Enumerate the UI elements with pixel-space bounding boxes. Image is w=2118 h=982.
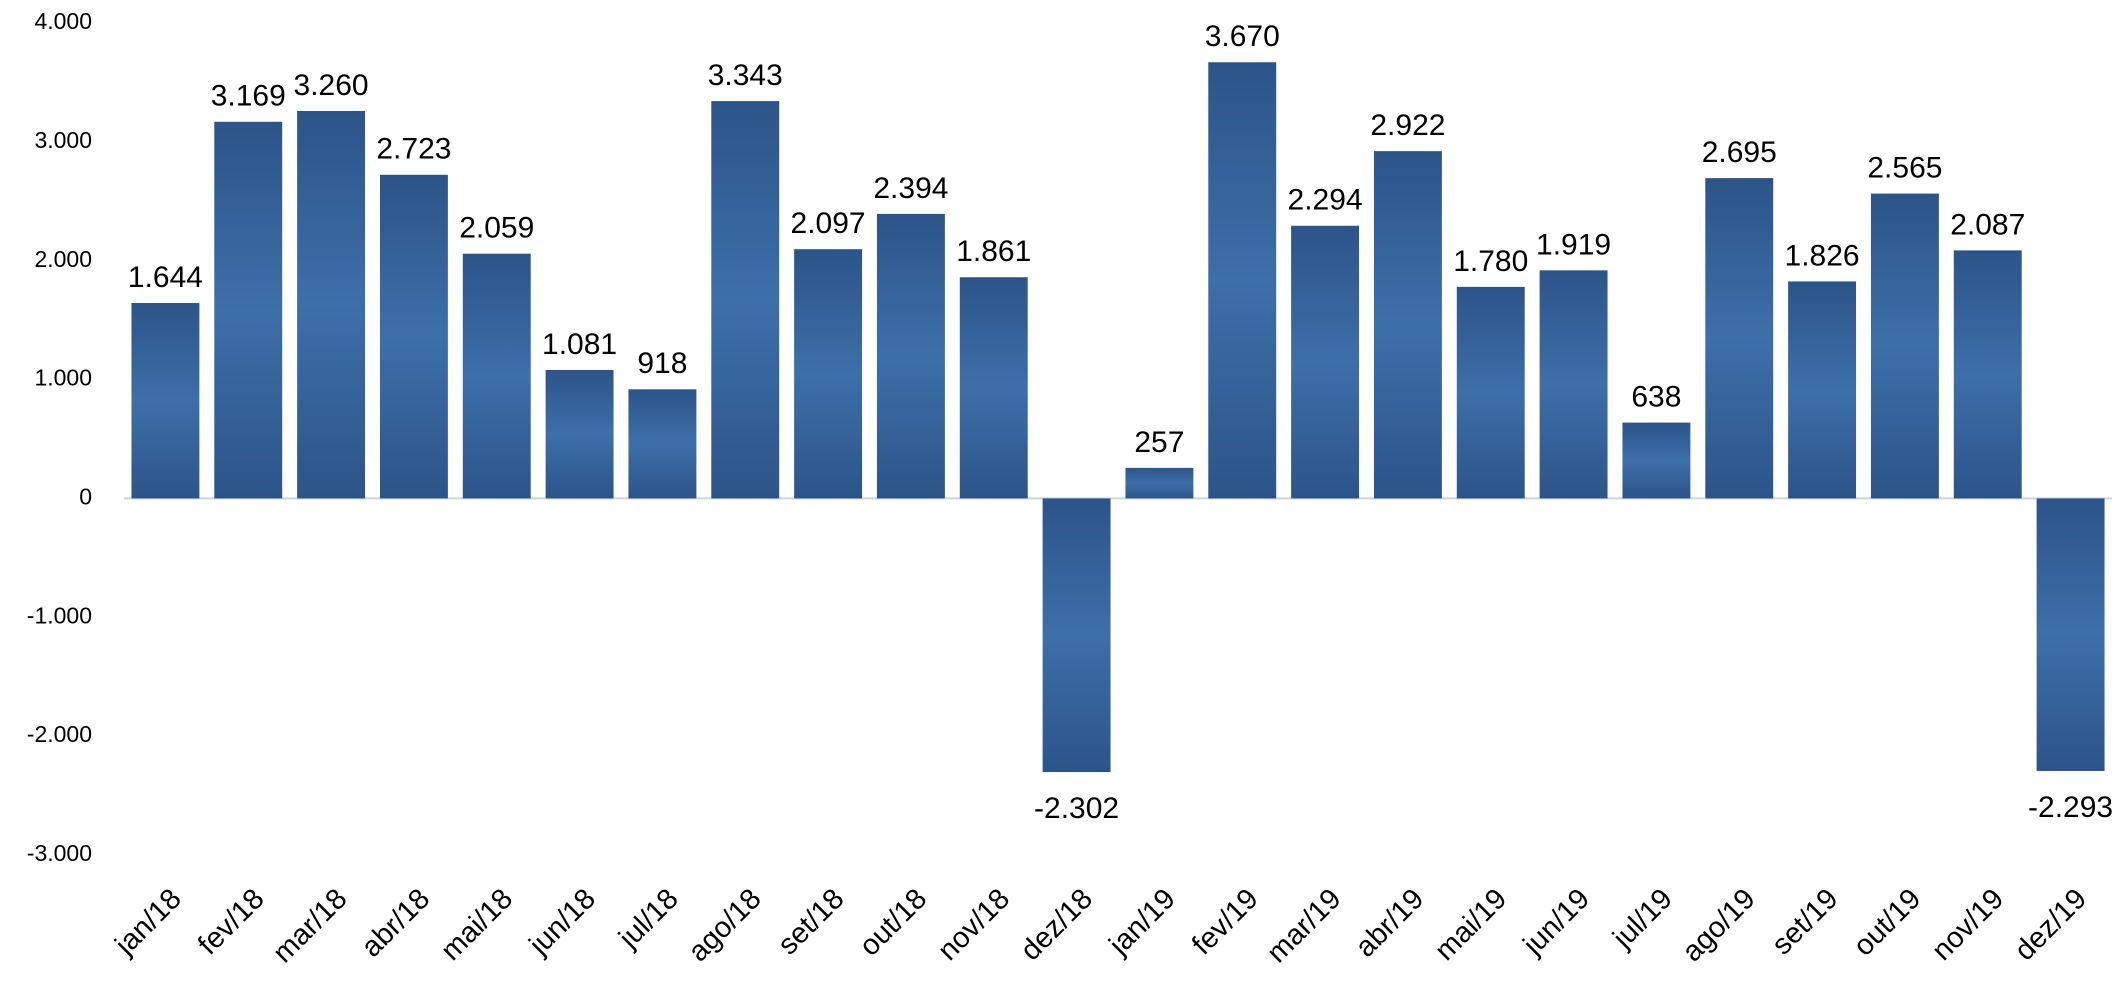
value-label: 3.169 xyxy=(211,80,286,113)
x-tick-label: mai/19 xyxy=(1429,883,1513,967)
bar xyxy=(2037,498,2105,771)
value-label: 918 xyxy=(637,347,687,380)
bar xyxy=(1871,194,1939,499)
bar xyxy=(877,214,945,499)
value-label: 2.087 xyxy=(1950,208,2025,241)
value-label: 2.922 xyxy=(1370,109,1445,142)
value-label: 2.059 xyxy=(459,212,534,245)
value-label: 1.861 xyxy=(956,235,1031,268)
value-label: 1.826 xyxy=(1785,239,1860,272)
value-label: -2.293 xyxy=(2028,791,2113,824)
x-tick-label: set/18 xyxy=(772,883,850,961)
x-tick-label: out/19 xyxy=(1848,883,1928,963)
value-label: 3.343 xyxy=(708,59,783,92)
bar xyxy=(380,175,448,499)
x-tick-label: nov/19 xyxy=(1926,883,2010,967)
x-tick-label: fev/19 xyxy=(1186,883,1264,961)
bar xyxy=(463,254,531,499)
y-tick-label: -3.000 xyxy=(27,840,92,866)
y-tick-label: 4.000 xyxy=(34,8,92,34)
value-label: -2.302 xyxy=(1034,792,1119,825)
y-tick-label: 1.000 xyxy=(34,365,92,391)
value-label: 1.644 xyxy=(128,261,203,294)
y-tick-label: 0 xyxy=(79,484,92,510)
bar xyxy=(131,303,199,498)
value-label: 638 xyxy=(1631,381,1681,414)
bar xyxy=(1954,250,2022,498)
x-tick-label: mai/18 xyxy=(435,883,519,967)
y-tick-label: 2.000 xyxy=(34,246,92,272)
x-tick-label: ago/18 xyxy=(682,883,767,968)
bar xyxy=(1622,423,1690,499)
bar xyxy=(1125,468,1193,499)
value-label: 257 xyxy=(1134,426,1184,459)
x-tick-label: jan/19 xyxy=(1103,883,1182,962)
x-tick-label: ago/19 xyxy=(1676,883,1761,968)
bar xyxy=(1043,498,1111,772)
bar xyxy=(1705,178,1773,498)
x-tick-label: set/19 xyxy=(1766,883,1844,961)
bar xyxy=(1540,270,1608,498)
x-tick-label: jul/18 xyxy=(612,883,684,955)
x-tick-label: dez/18 xyxy=(1015,883,1099,967)
x-tick-label: jun/18 xyxy=(523,883,602,962)
y-tick-label: 3.000 xyxy=(34,127,92,153)
x-tick-label: abr/18 xyxy=(356,883,437,964)
value-label: 1.081 xyxy=(542,328,617,361)
bar xyxy=(711,101,779,498)
x-tick-label: dez/19 xyxy=(2009,883,2093,967)
value-label: 3.260 xyxy=(294,69,369,102)
y-tick-label: -2.000 xyxy=(27,721,92,747)
bar xyxy=(628,389,696,498)
x-tick-label: nov/18 xyxy=(932,883,1016,967)
value-label: 1.780 xyxy=(1453,245,1528,278)
bar xyxy=(214,122,282,499)
value-label: 2.394 xyxy=(873,172,948,205)
chart: -3.000 -2.000 -1.000 0 1.000 2.000 3.000 4.000 j… xyxy=(0,0,2118,982)
bar xyxy=(1457,287,1525,499)
x-tick-label: out/18 xyxy=(854,883,934,963)
x-tick-label: abr/19 xyxy=(1350,883,1431,964)
bar xyxy=(297,111,365,498)
bar xyxy=(1374,151,1442,498)
bar xyxy=(1788,281,1856,498)
bar xyxy=(794,249,862,498)
y-tick-label: -1.000 xyxy=(27,602,92,628)
value-label: 3.670 xyxy=(1205,20,1280,53)
x-tick-label: fev/18 xyxy=(192,883,270,961)
bar xyxy=(1208,62,1276,498)
value-label: 1.919 xyxy=(1536,228,1611,261)
x-tick-label: jan/18 xyxy=(109,883,188,962)
bar xyxy=(546,370,614,498)
bar xyxy=(1291,226,1359,499)
x-tick-label: mar/19 xyxy=(1261,883,1347,969)
value-label: 2.723 xyxy=(376,133,451,166)
value-label: 2.695 xyxy=(1702,136,1777,169)
value-label: 2.565 xyxy=(1867,151,1942,184)
x-tick-label: mar/18 xyxy=(267,883,353,969)
value-label: 2.097 xyxy=(791,207,866,240)
x-tick-label: jun/19 xyxy=(1517,883,1596,962)
x-tick-label: jul/19 xyxy=(1606,883,1678,955)
value-label: 2.294 xyxy=(1288,184,1363,217)
bar xyxy=(960,277,1028,498)
